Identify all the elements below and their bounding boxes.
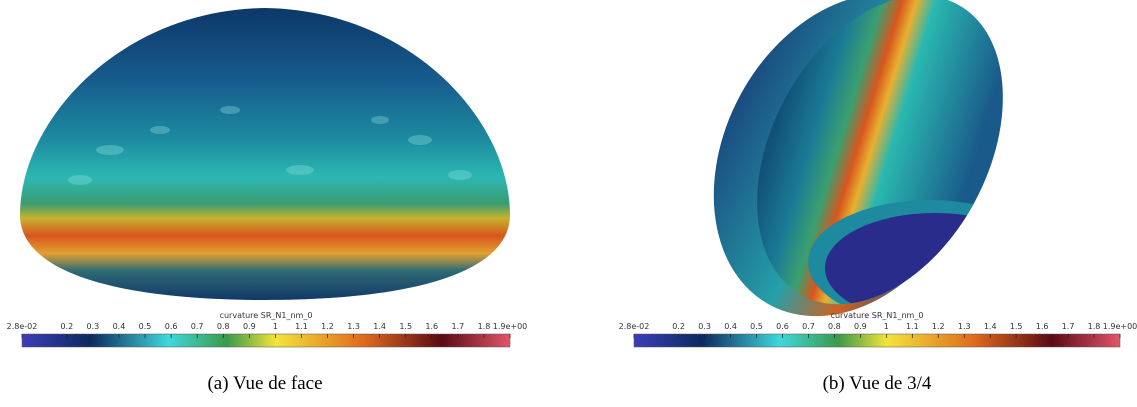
tick-label: 1.4 [984, 322, 997, 331]
colorbar-title: curvature SR_N1_nm_0 [831, 311, 924, 320]
tick-label: 0.9 [854, 322, 867, 331]
caption: (b) Vue de 3/4 [823, 373, 932, 394]
tick-label: 0.9 [243, 322, 256, 331]
tick-label: 1.1 [906, 322, 919, 331]
tick-label: 0.4 [113, 322, 126, 331]
tick-label: 1.4 [373, 322, 386, 331]
caption: (a) Vue de face [207, 373, 322, 394]
tick-label: 1.8 [1088, 322, 1101, 331]
tick-label: 1.5 [1010, 322, 1023, 331]
tick-label: 0.7 [191, 322, 204, 331]
tick-label: 1.6 [425, 322, 438, 331]
render-front [20, 8, 510, 300]
tick-label: 1.9e+00 [1103, 322, 1137, 331]
tick-label: 0.6 [776, 322, 789, 331]
colorbar-title: curvature SR_N1_nm_0 [220, 311, 313, 320]
tick-label: 0.8 [828, 322, 841, 331]
tick-label: 0.3 [87, 322, 100, 331]
tick-label: 1.5 [399, 322, 412, 331]
tick-label: 1.6 [1036, 322, 1049, 331]
tick-label: 0.6 [165, 322, 178, 331]
colorbar [633, 333, 1121, 348]
tick-label: 0.7 [802, 322, 815, 331]
tick-label: 0.2 [60, 322, 73, 331]
tick-label: 0.2 [672, 322, 685, 331]
render-three-quarter [713, 0, 1052, 324]
tick-label: 1.8 [478, 322, 491, 331]
tick-label: 2.8e-02 [619, 322, 650, 331]
tick-label: 1.3 [347, 322, 360, 331]
tick-label: 1.1 [295, 322, 308, 331]
tick-label: 0.5 [139, 322, 152, 331]
tick-label: 1.7 [1062, 322, 1075, 331]
tick-label: 1.2 [321, 322, 334, 331]
tick-label: 1 [884, 322, 889, 331]
tick-label: 2.8e-02 [7, 322, 38, 331]
tick-label: 1.3 [958, 322, 971, 331]
tick-label: 0.8 [217, 322, 230, 331]
colorbar [21, 333, 511, 348]
tick-label: 0.3 [698, 322, 711, 331]
tick-label: 1.7 [451, 322, 464, 331]
tick-label: 0.4 [724, 322, 737, 331]
tick-label: 1.9e+00 [493, 322, 528, 331]
tick-label: 1 [273, 322, 278, 331]
tick-label: 0.5 [750, 322, 763, 331]
tick-label: 1.2 [932, 322, 945, 331]
